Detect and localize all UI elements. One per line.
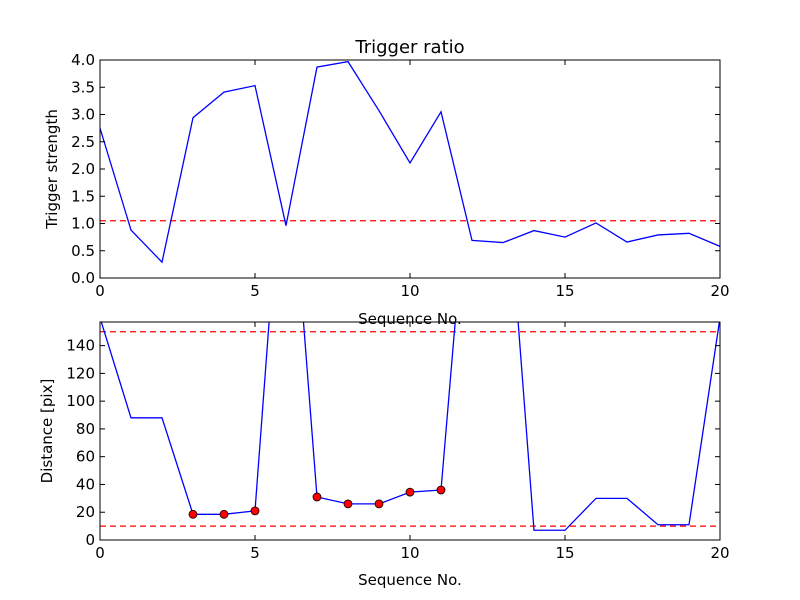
x-tick-label: 0 — [95, 544, 105, 562]
plot-frame — [99, 59, 721, 279]
chart-title: Trigger ratio — [354, 37, 464, 58]
x-axis-label: Sequence No. — [358, 310, 462, 328]
x-tick-label: 5 — [250, 282, 260, 300]
x-tick-label: 20 — [710, 282, 729, 300]
series-line-0 — [100, 60, 720, 264]
y-tick-label: 120 — [66, 364, 95, 382]
y-tick-label: 3.0 — [71, 106, 95, 124]
data-point — [219, 509, 229, 519]
y-tick-label: 40 — [76, 475, 95, 493]
x-tick-label: 20 — [710, 544, 729, 562]
x-axis-label: Sequence No. — [358, 571, 462, 589]
y-tick-label: 20 — [76, 503, 95, 521]
data-point — [405, 487, 415, 497]
y-tick-label: 0.5 — [71, 242, 95, 260]
data-point — [188, 509, 198, 519]
y-tick-label: 140 — [66, 337, 95, 355]
y-tick-label: 3.5 — [71, 78, 95, 96]
x-tick-label: 15 — [555, 282, 574, 300]
y-tick-label: 100 — [66, 392, 95, 410]
x-tick-label: 0 — [95, 282, 105, 300]
y-tick-label: 80 — [76, 420, 95, 438]
y-tick-label: 4.0 — [71, 51, 95, 69]
chart-trigger-ratio: Trigger ratio 0 5 10 15 20 0.0 0.5 1.0 1.5 2.0 2.5… — [43, 37, 730, 328]
y-tick-label: 60 — [76, 448, 95, 466]
y-tick-label: 2.0 — [71, 160, 95, 178]
data-point — [250, 506, 260, 516]
data-point — [312, 492, 322, 502]
x-tick-label: 5 — [250, 544, 260, 562]
x-tick-label: 10 — [400, 282, 419, 300]
y-axis-label: Distance [pix] — [38, 379, 56, 484]
data-point — [436, 485, 446, 495]
x-tick-label: 10 — [400, 544, 419, 562]
data-point — [374, 499, 384, 509]
x-tick-label: 15 — [555, 544, 574, 562]
plot-frame — [99, 321, 721, 541]
y-tick-label: 0 — [85, 531, 95, 549]
y-axis-label: Trigger strength — [43, 109, 61, 230]
data-point — [343, 499, 353, 509]
y-tick-label: 0.0 — [71, 269, 95, 287]
y-tick-label: 1.5 — [71, 187, 95, 205]
y-tick-label: 1.0 — [71, 215, 95, 233]
y-tick-label: 2.5 — [71, 133, 95, 151]
